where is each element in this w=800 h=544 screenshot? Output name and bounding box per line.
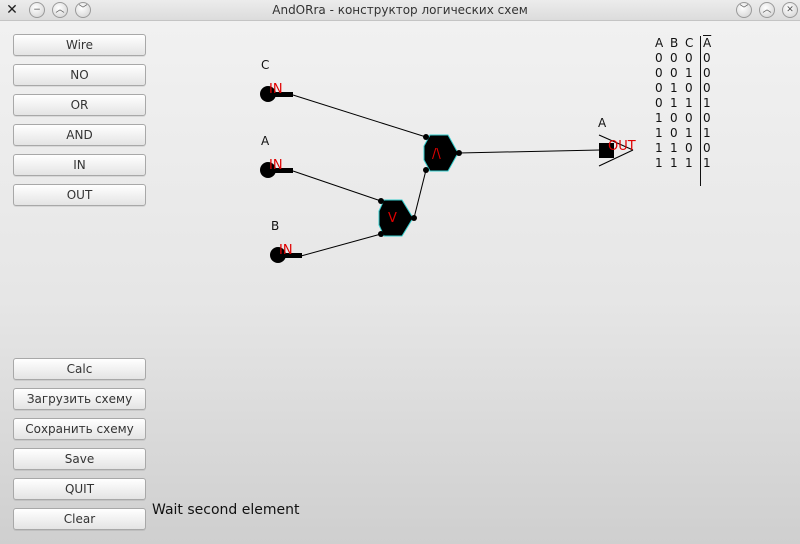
load-scheme-button[interactable]: Загрузить схему xyxy=(13,388,146,410)
wire-c-and[interactable] xyxy=(292,94,427,138)
cell: 0 xyxy=(655,81,663,95)
cell: 0 xyxy=(685,51,693,65)
and-input-pin-2[interactable] xyxy=(423,167,429,173)
and-input-pin-1[interactable] xyxy=(423,134,429,140)
header-out: A xyxy=(700,36,715,51)
header-a: A xyxy=(655,36,664,50)
or-output-pin[interactable] xyxy=(411,215,417,221)
cell: 0 xyxy=(685,141,693,155)
save-scheme-button[interactable]: Сохранить схему xyxy=(13,418,146,440)
cell: 0 xyxy=(685,111,693,125)
cell: 1 xyxy=(685,126,693,140)
input-c-label: C xyxy=(261,58,269,72)
cell: 0 xyxy=(655,96,663,110)
cell: 1 xyxy=(655,126,663,140)
input-b-tag: IN xyxy=(279,243,293,258)
no-button[interactable]: NO xyxy=(13,64,146,86)
cell: 1 xyxy=(670,156,678,170)
wire-or-and[interactable] xyxy=(413,169,427,219)
cell: 0 xyxy=(685,81,693,95)
output-label: A xyxy=(598,116,607,130)
truth-table-tail xyxy=(655,171,715,186)
window-menu-icon[interactable]: − xyxy=(29,2,45,18)
cell: 1 xyxy=(670,141,678,155)
keep-below-icon[interactable]: ﹀ xyxy=(75,2,91,18)
cell: 1 xyxy=(655,111,663,125)
wire-a-or[interactable] xyxy=(292,170,382,202)
or-input-pin-2[interactable] xyxy=(378,231,384,237)
title-bar: ✕ − ︿ ﹀ AndORra - конструктор логических… xyxy=(0,0,800,21)
status-text: Wait second element xyxy=(152,502,300,518)
and-gate[interactable]: /\ xyxy=(423,134,462,173)
cell-out: 1 xyxy=(700,96,715,111)
input-a-label: A xyxy=(261,134,270,148)
cell-out: 1 xyxy=(700,156,715,171)
or-input-pin-1[interactable] xyxy=(378,198,384,204)
input-node-b[interactable]: B IN xyxy=(270,219,302,263)
cell: 0 xyxy=(655,66,663,80)
cell-out: 0 xyxy=(700,111,715,126)
cell: 1 xyxy=(685,96,693,110)
wires xyxy=(292,94,601,257)
cell: 1 xyxy=(670,96,678,110)
keep-above-icon[interactable]: ︿ xyxy=(52,2,68,18)
cell: 1 xyxy=(685,156,693,170)
truth-table-header: A B C A xyxy=(655,36,715,51)
cell: 0 xyxy=(655,51,663,65)
input-node-a[interactable]: A IN xyxy=(260,134,293,178)
out-button[interactable]: OUT xyxy=(13,184,146,206)
close-icon[interactable]: ✕ xyxy=(782,2,798,18)
and-gate-symbol: /\ xyxy=(432,147,441,162)
cell: 1 xyxy=(655,156,663,170)
save-button[interactable]: Save xyxy=(13,448,146,470)
cell: 1 xyxy=(685,66,693,80)
maximize-icon[interactable]: ︿ xyxy=(759,2,775,18)
or-gate-symbol: V xyxy=(388,211,397,226)
and-button[interactable]: AND xyxy=(13,124,146,146)
or-button[interactable]: OR xyxy=(13,94,146,116)
input-b-label: B xyxy=(271,219,279,233)
wire-button[interactable]: Wire xyxy=(13,34,146,56)
input-a-tag: IN xyxy=(269,158,283,173)
minimize-icon[interactable]: ﹀ xyxy=(736,2,752,18)
and-output-pin[interactable] xyxy=(456,150,462,156)
cell: 1 xyxy=(655,141,663,155)
header-c: C xyxy=(685,36,694,50)
wire-b-or[interactable] xyxy=(300,233,382,257)
window-title: AndORra - конструктор логических схем xyxy=(272,3,528,17)
cell-out: 0 xyxy=(700,141,715,156)
calc-button[interactable]: Calc xyxy=(13,358,146,380)
cell-out: 0 xyxy=(700,81,715,96)
cell-out: 0 xyxy=(700,51,715,66)
cell-out: 1 xyxy=(700,126,715,141)
cell: 0 xyxy=(670,126,678,140)
input-node-c[interactable]: C IN xyxy=(260,58,293,102)
clear-button[interactable]: Clear xyxy=(13,508,146,530)
input-c-tag: IN xyxy=(269,82,283,97)
output-node[interactable]: A OUT xyxy=(598,116,636,167)
cell-out: 0 xyxy=(700,66,715,81)
output-tag: OUT xyxy=(608,139,636,154)
or-gate[interactable]: V xyxy=(378,198,417,237)
app-x-icon[interactable]: ✕ xyxy=(6,2,18,18)
header-b: B xyxy=(670,36,679,50)
in-button[interactable]: IN xyxy=(13,154,146,176)
cell: 0 xyxy=(670,66,678,80)
cell: 1 xyxy=(670,81,678,95)
cell: 0 xyxy=(670,111,678,125)
quit-button[interactable]: QUIT xyxy=(13,478,146,500)
wire-and-out[interactable] xyxy=(458,149,601,154)
cell: 0 xyxy=(670,51,678,65)
